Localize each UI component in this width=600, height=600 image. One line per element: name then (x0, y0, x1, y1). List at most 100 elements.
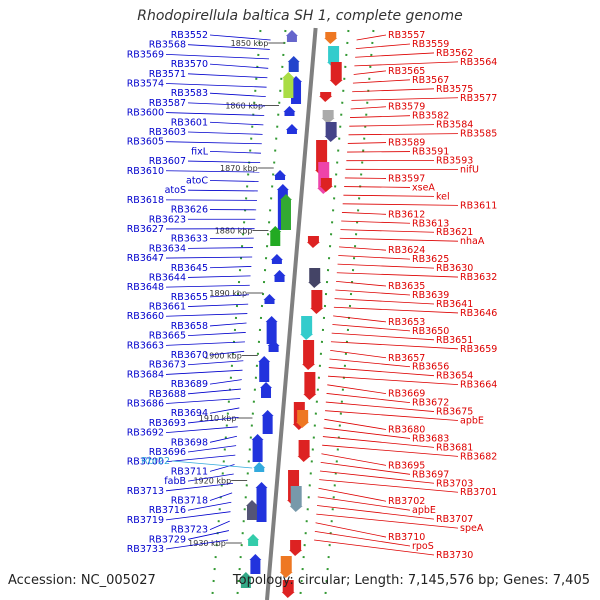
right-gene-label: RB3657 (388, 353, 425, 364)
forward-gene-arrow-9 (280, 194, 292, 200)
kbp-label-5: 1890 kbp (209, 289, 247, 298)
right-leader-line (339, 237, 459, 242)
right-leader-line (322, 444, 459, 457)
left-leader-line (165, 141, 262, 145)
forward-gene-arrow-13 (263, 294, 276, 300)
left-leader-line (209, 407, 240, 414)
reverse-gene-arrow-18 (297, 456, 311, 462)
reverse-gene-arrow-15 (303, 394, 317, 400)
kbp-label-7: 1910 kbp (199, 414, 237, 423)
right-gene-label: RB3593 (436, 156, 473, 167)
forward-gene-5 (284, 112, 295, 116)
left-gene-label: RB3670 (171, 350, 208, 361)
right-leader-line (334, 298, 435, 305)
forward-gene-arrow-15 (267, 340, 280, 346)
right-leader-line (332, 324, 411, 332)
kbp-label-4: 1880 kbp (215, 227, 253, 236)
right-leader-line (333, 315, 387, 323)
left-gene-label: RB3692 (127, 428, 164, 439)
left-gene-label: RB3583 (171, 88, 208, 99)
forward-gene-arrow-19 (251, 434, 264, 440)
forward-gene-arrow-21 (255, 482, 268, 488)
forward-gene-16 (259, 362, 270, 382)
right-leader-line (347, 151, 411, 153)
left-leader-line (187, 473, 234, 482)
right-gene-label: RB3703 (436, 478, 473, 489)
left-leader-line (209, 34, 271, 41)
left-leader-line (165, 284, 250, 288)
left-gene-label: RB3665 (149, 331, 186, 342)
right-gene-label: RB3564 (460, 57, 497, 68)
right-gene-label: RB3575 (436, 84, 473, 95)
forward-gene-arrow-14 (265, 316, 278, 322)
reverse-gene-20 (290, 486, 302, 506)
left-gene-label: RB3623 (149, 214, 186, 225)
right-gene-label: RB3650 (412, 326, 449, 337)
forward-gene-4 (283, 78, 294, 98)
right-gene-label: RB3567 (412, 75, 449, 86)
right-gene-label: nhaA (460, 236, 485, 247)
left-gene-label: RB3607 (149, 156, 186, 167)
reverse-gene-arrow-23 (281, 592, 295, 598)
left-gene-label: RB3626 (171, 205, 208, 216)
reverse-gene-arrow-1 (324, 38, 338, 44)
right-leader-line (337, 263, 435, 269)
reverse-gene-21 (290, 540, 302, 550)
reverse-gene-arrow-9 (319, 186, 333, 192)
right-leader-line (320, 462, 411, 475)
left-leader-line (165, 199, 257, 201)
right-leader-line (318, 487, 387, 502)
forward-gene-arrow-22 (245, 500, 258, 506)
left-gene-label: RB3610 (127, 166, 164, 177)
kbp-marks: 1850 kbp 1860 kbp 1870 kbp 1880 kbp 1890 kbp… (188, 39, 285, 548)
left-leader-line (165, 83, 267, 88)
kbp-label-3: 1870 kbp (220, 164, 258, 173)
right-gene-label: apbE (460, 416, 484, 427)
kbp-label-2: 1860 kbp (225, 102, 263, 111)
reverse-gene-arrow-22 (279, 572, 293, 578)
right-gene-label: RB3646 (460, 308, 497, 319)
left-leader-line (187, 501, 232, 511)
right-leader-line (329, 358, 411, 368)
left-leader-line (187, 102, 266, 107)
right-leader-line (323, 427, 411, 439)
right-gene-label: RB3707 (436, 514, 473, 525)
left-leader-line (209, 379, 242, 385)
reverse-gene-13 (301, 316, 313, 334)
left-leader-line (187, 530, 229, 540)
forward-gene-arrow-10 (269, 226, 282, 232)
left-gene-label: RB3552 (171, 30, 208, 41)
left-leader-line (165, 53, 270, 60)
right-gene-label: RB3664 (460, 380, 497, 391)
left-leader-line (187, 73, 268, 79)
reverse-gene-arrow-12 (310, 308, 324, 314)
left-gene-label: RB3571 (149, 69, 186, 80)
left-leader-line (209, 520, 230, 530)
left-gene-label: RB3719 (127, 515, 164, 526)
right-leader-line (319, 479, 459, 493)
reverse-gene-9 (320, 178, 332, 186)
right-leader-line (347, 142, 387, 144)
reverse-gene-11 (309, 268, 321, 282)
left-gene-label: RB3661 (149, 302, 186, 313)
right-gene-label: RB3675 (436, 407, 473, 418)
left-leader-line (187, 160, 261, 164)
right-gene-label: RB3697 (412, 469, 449, 480)
reverse-gene-arrow-4 (319, 96, 333, 102)
forward-gene-14 (266, 322, 277, 344)
right-gene-label: RB3681 (436, 442, 473, 453)
left-leader-line (187, 44, 270, 50)
left-gene-label: RB3644 (149, 272, 186, 283)
left-gene-label: RB3603 (149, 127, 186, 138)
left-leader-line (209, 322, 247, 327)
left-leader-line (187, 189, 258, 192)
left-leader-line (165, 511, 231, 521)
right-leader-line (352, 88, 435, 93)
right-gene-label: RB3597 (388, 173, 425, 184)
left-gene-label: RB3633 (171, 234, 208, 245)
right-gene-label: RB3613 (412, 218, 449, 229)
reverse-gene-14 (303, 340, 315, 364)
reverse-gene-23 (282, 580, 294, 592)
forward-gene-23 (248, 540, 259, 546)
right-leader-line (349, 124, 435, 127)
